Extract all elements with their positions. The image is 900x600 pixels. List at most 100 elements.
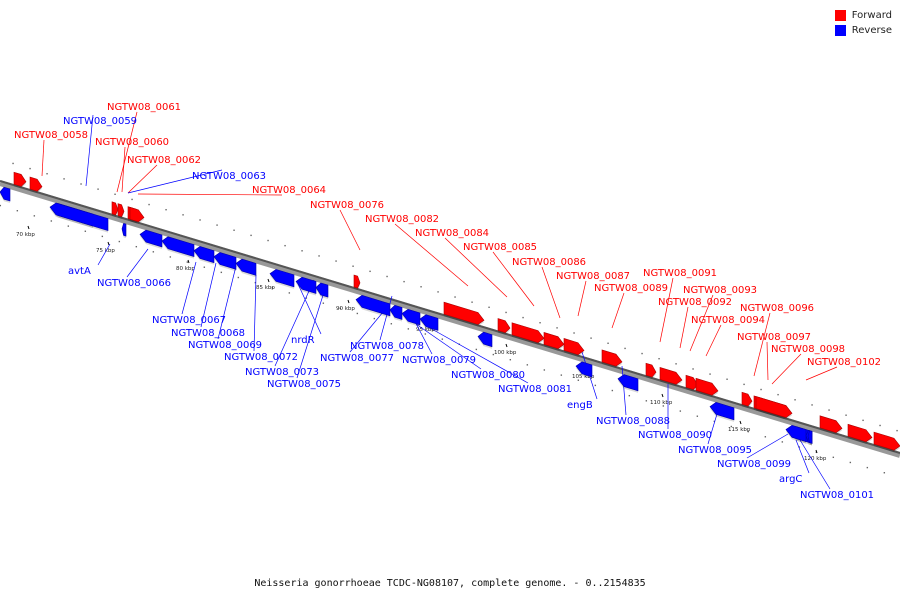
track-dot [335, 260, 337, 262]
track-dot [352, 265, 354, 267]
leader-NGTW08_0069 [217, 265, 237, 340]
track-dot [505, 311, 507, 314]
gene-label: NGTW08_0102 [807, 357, 881, 368]
scale-tick [739, 420, 742, 425]
track-dot [288, 292, 291, 294]
gene-label: nrdR [291, 335, 315, 346]
track-dot [828, 409, 830, 411]
track-dot [424, 333, 427, 335]
scale-tick [347, 299, 350, 304]
gene-NGTW08_0077 [389, 304, 403, 320]
legend-reverse-label: Reverse [851, 25, 892, 36]
gene-label: NGTW08_0072 [224, 352, 298, 363]
track-dot [305, 297, 308, 299]
gene-label: avtA [68, 266, 91, 277]
track-dot [169, 256, 172, 258]
track-dot [730, 425, 733, 428]
track-dot [879, 424, 881, 427]
gene-label: NGTW08_0061 [107, 102, 181, 113]
forward-swatch [834, 10, 846, 21]
track-dot [624, 347, 626, 350]
gene-NGTW08_0081 [477, 331, 493, 348]
track-dot [46, 173, 48, 175]
gene-label: NGTW08_0080 [451, 370, 525, 381]
track-dot [713, 420, 716, 423]
track-dot [475, 348, 478, 351]
gene-label: argC [779, 474, 802, 485]
track-dot [165, 208, 167, 211]
leader-NGTW08_0081 [429, 327, 529, 384]
track-dot [883, 472, 886, 474]
leader-NGTW08_0086 [541, 266, 561, 319]
track-dot [743, 383, 745, 386]
track-dot [152, 251, 155, 253]
gene-NGTW08_0093 [685, 374, 699, 390]
leader-NGTW08_0063 [127, 169, 223, 194]
gene-label: NGTW08_0059 [63, 116, 137, 127]
track-dot [488, 306, 490, 309]
track-dot [148, 203, 150, 206]
track-dot [386, 275, 388, 278]
scale-label: 85 kbp [256, 285, 275, 291]
leader-NGTW08_0080 [415, 323, 482, 370]
track-dot [522, 316, 524, 319]
scale-label: 105 kbp [572, 374, 595, 380]
gene-NGTW08_0091 [645, 362, 657, 378]
track-dot [573, 332, 575, 334]
gene-label: NGTW08_0097 [737, 332, 811, 343]
leader-NGTW08_0091 [659, 277, 674, 343]
leader-NGTW08_0068 [200, 262, 217, 328]
gene-label: NGTW08_0081 [498, 384, 572, 395]
gene-label: engB [567, 400, 593, 411]
gene-label: NGTW08_0098 [771, 344, 845, 355]
gene-NGTW08_0098 [755, 396, 793, 418]
scale-tick [27, 225, 30, 230]
track-dot [641, 352, 643, 355]
leader-NGTW08_0092 [679, 306, 689, 349]
track-dot [403, 280, 405, 283]
gene-label: NGTW08_0075 [267, 379, 341, 390]
gene-label: NGTW08_0087 [556, 271, 630, 282]
leader-NGTW08_0085 [492, 251, 535, 307]
track-dot [675, 363, 677, 365]
gene-label: NGTW08_0067 [152, 315, 226, 326]
track-dot [301, 250, 303, 252]
scale-tick [107, 241, 110, 246]
track-dot [811, 404, 813, 406]
gene-NGTW08_0087 [563, 338, 585, 356]
track-dot [526, 364, 529, 366]
track-dot [594, 384, 597, 387]
track-dot [284, 244, 286, 247]
leader-avtA [97, 243, 111, 266]
gene-engB [575, 361, 593, 378]
track-dot [692, 368, 694, 370]
track-dot [794, 399, 796, 401]
track-dot [471, 301, 473, 303]
track-dot [118, 240, 121, 243]
leader-NGTW08_0097 [766, 341, 769, 381]
gene-NGTW08_0076 [353, 274, 361, 289]
gene-nrdR [269, 269, 295, 288]
track-dot [135, 245, 138, 248]
track-dot [199, 219, 201, 221]
gene-label: NGTW08_0091 [643, 268, 717, 279]
legend-forward: Forward [834, 8, 892, 23]
track-dot [798, 446, 801, 448]
leader-NGTW08_0089 [611, 292, 625, 329]
legend-forward-label: Forward [851, 10, 892, 21]
gene-label: NGTW08_0069 [188, 340, 262, 351]
track-dot [556, 327, 558, 329]
leader-NGTW08_0087 [577, 280, 587, 317]
track-dot [67, 225, 70, 227]
leader-NGTW08_0082 [394, 223, 469, 287]
track-dot [339, 307, 342, 310]
scale-tick [815, 449, 818, 454]
leader-nrdR [297, 283, 322, 335]
track-dot [747, 430, 750, 433]
gene-NGTW08_0075 [315, 282, 329, 298]
track-dot [271, 287, 274, 289]
leader-lines [41, 111, 838, 490]
legend-reverse: Reverse [834, 23, 892, 38]
gene-NGTW08_0080 [419, 314, 439, 331]
